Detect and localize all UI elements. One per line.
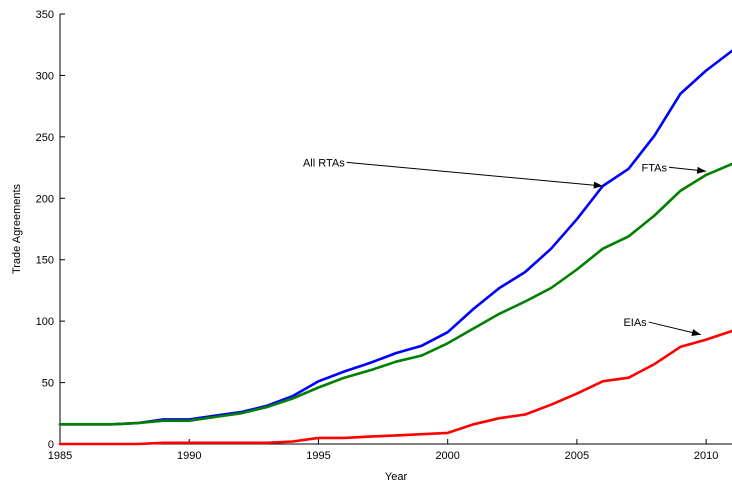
series-group xyxy=(58,49,732,446)
arrow-head-icon xyxy=(691,329,701,336)
annotations: All RTAs FTAs EIAs xyxy=(303,157,707,336)
series-line-eias xyxy=(58,329,732,446)
arrow-head-icon xyxy=(593,181,603,189)
y-ticks: 0 50 100 150 200 250 300 350 xyxy=(36,9,65,451)
annotation-label: All RTAs xyxy=(303,157,345,169)
annotation-arrow xyxy=(346,161,603,187)
axes xyxy=(59,14,732,445)
y-tick-label: 150 xyxy=(36,255,54,267)
y-tick-label: 200 xyxy=(36,193,54,205)
y-tick-label: 100 xyxy=(36,316,54,328)
x-tick-label: 2005 xyxy=(565,450,589,462)
y-tick-label: 350 xyxy=(36,9,54,21)
x-tick-label: 2010 xyxy=(694,450,718,462)
x-tick-label: 1990 xyxy=(177,450,201,462)
x-tick-label: 1985 xyxy=(48,450,72,462)
annotation-label: FTAs xyxy=(642,162,668,174)
y-axis-label: Trade Agreements xyxy=(11,183,23,274)
x-ticks: 1985 1990 1995 2000 2005 2010 xyxy=(48,439,718,462)
arrow-head-icon xyxy=(696,166,707,174)
x-axis-label: Year xyxy=(385,471,408,483)
series-line-all-rtas xyxy=(58,49,732,426)
y-tick-label: 300 xyxy=(36,70,54,82)
y-tick-label: 0 xyxy=(48,439,54,451)
annotation-label: EIAs xyxy=(623,317,647,329)
y-tick-label: 50 xyxy=(42,378,54,390)
x-tick-label: 1995 xyxy=(306,450,330,462)
x-tick-label: 2000 xyxy=(435,450,459,462)
y-tick-label: 250 xyxy=(36,132,54,144)
series-line-ftas xyxy=(58,162,732,426)
